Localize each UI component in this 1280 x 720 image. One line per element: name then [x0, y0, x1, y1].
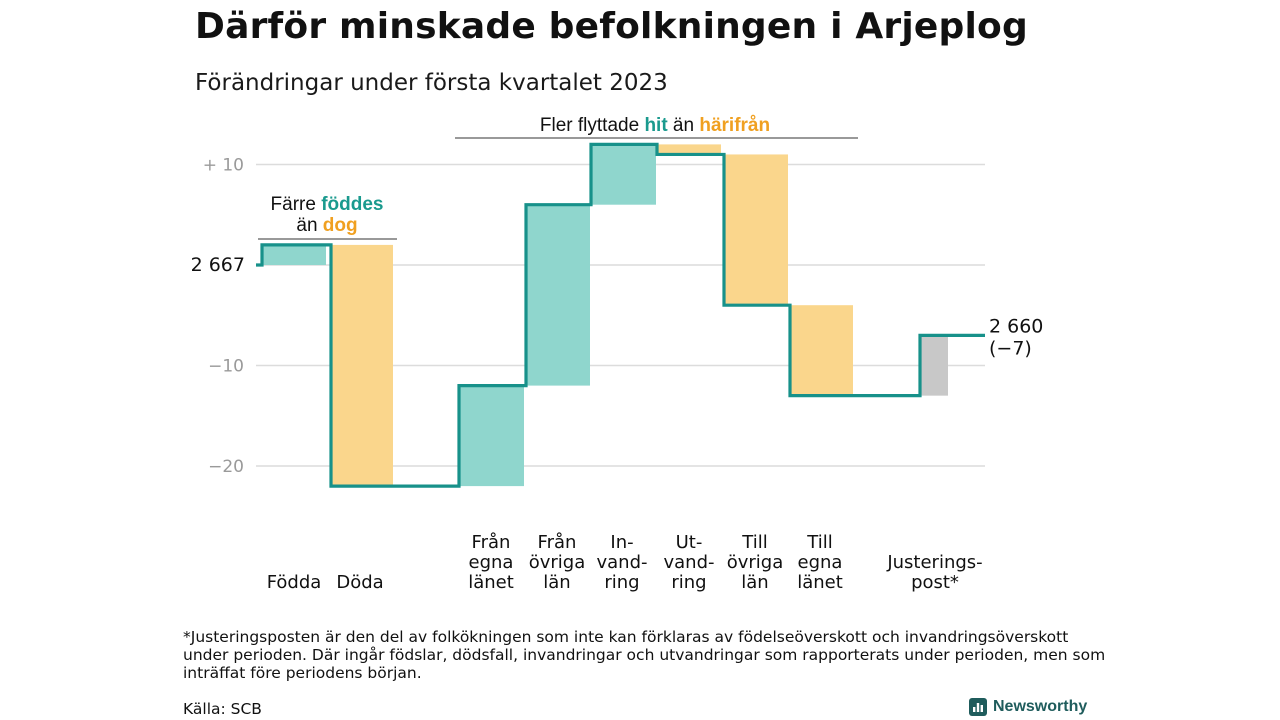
bar-2 [331, 244, 393, 487]
bar-4 [526, 204, 590, 386]
y-tick-label: −20 [208, 457, 244, 477]
category-label: Ut-vand-ring [663, 532, 714, 593]
annotation-births: Färre föddes än dog [271, 194, 384, 236]
category-label: Till egna länet [797, 532, 843, 593]
newsworthy-chart-logo-icon [969, 698, 987, 716]
bar-5 [591, 144, 656, 205]
bar-9 [920, 335, 948, 396]
category-label: Födda [267, 572, 322, 593]
brand-name: Newsworthy [993, 698, 1088, 715]
bar-6 [657, 144, 721, 155]
category-label: In-vand-ring [596, 532, 647, 593]
footnote: *Justeringsposten är den del av folkökni… [183, 628, 1106, 682]
category-label: Döda [336, 572, 383, 593]
category-label: Till övriga län [727, 532, 784, 593]
newsworthy-logo: Newsworthy [968, 697, 1087, 717]
bar-8 [790, 305, 853, 396]
waterfall-chart: + 10 −10 −20 2 667 2 660(−7) Födda Döda Från egn… [191, 115, 1044, 593]
source-note: Källa: SCB [183, 700, 262, 718]
chart-title: Därför minskade befolkningen i Arjeplog [195, 6, 1028, 47]
category-label: Från egna länet [468, 532, 514, 593]
cumulative-step-line [256, 142, 985, 488]
bar-3 [459, 385, 524, 487]
category-label: Från övriga län [529, 532, 586, 593]
y-tick-label: −10 [208, 357, 244, 377]
annotation-migration: Fler flyttade hit än härifrån [540, 115, 770, 136]
end-change-label: (−7) [989, 337, 1032, 359]
bar-7 [724, 154, 788, 306]
chart-subtitle: Förändringar under första kvartalet 2023 [195, 70, 668, 96]
y-tick-label: + 10 [203, 156, 244, 176]
category-label: Justerings-post* [886, 552, 982, 593]
end-value-label: 2 660 [989, 315, 1043, 337]
bar-1 [262, 244, 326, 265]
start-value-label: 2 667 [191, 254, 245, 276]
